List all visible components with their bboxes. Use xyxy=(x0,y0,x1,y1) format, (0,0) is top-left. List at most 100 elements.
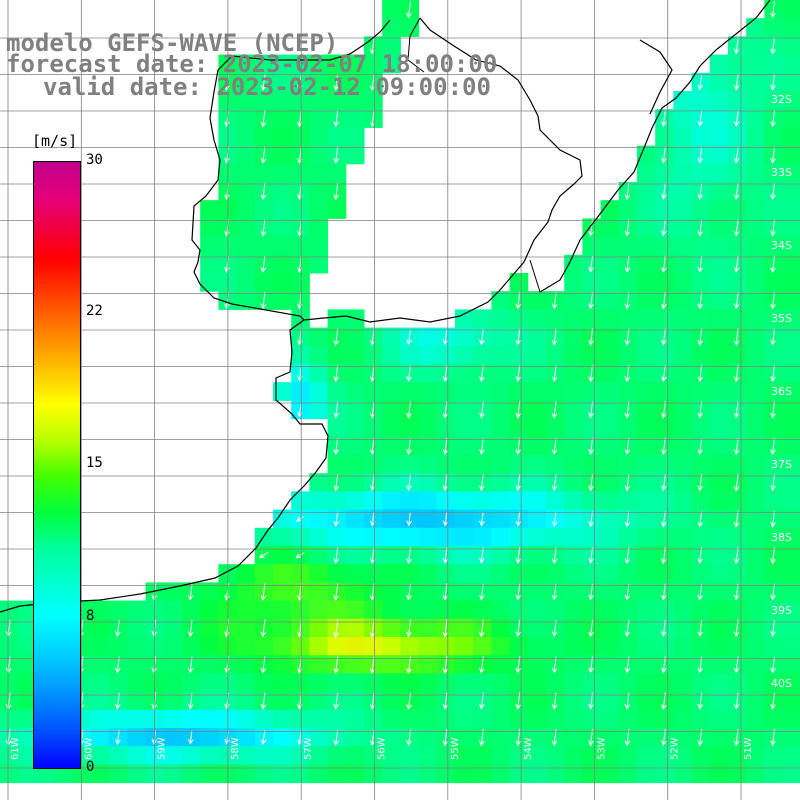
wind-cell xyxy=(582,527,602,547)
wind-arrow xyxy=(333,437,340,455)
wind-cell xyxy=(163,764,183,784)
wind-cell xyxy=(709,564,729,583)
wind-arrow xyxy=(697,437,704,455)
wind-cell xyxy=(564,400,583,420)
wind-cell xyxy=(691,382,711,401)
wind-cell xyxy=(618,418,638,438)
wind-cell xyxy=(764,746,784,765)
wind-cell xyxy=(546,600,565,620)
wind-arrow xyxy=(115,730,121,746)
wind-cell xyxy=(582,673,602,693)
wind-cell xyxy=(364,673,383,693)
wind-cell xyxy=(327,200,347,219)
wind-cell xyxy=(254,600,274,620)
wind-arrow xyxy=(661,619,667,637)
wind-cell xyxy=(782,418,800,438)
wind-cell xyxy=(509,527,529,547)
wind-cell xyxy=(127,673,147,693)
wind-cell xyxy=(764,637,784,656)
wind-cell xyxy=(746,309,765,329)
wind-cell xyxy=(709,145,729,165)
wind-cell xyxy=(728,564,747,583)
wind-cell xyxy=(491,764,511,784)
wind-cell xyxy=(673,400,693,420)
wind-cell xyxy=(418,382,438,401)
wind-cell xyxy=(382,455,401,474)
wind-arrow xyxy=(442,547,449,564)
wind-cell xyxy=(18,655,37,674)
wind-arrow xyxy=(624,365,631,383)
wind-cell xyxy=(382,18,401,37)
wind-cell xyxy=(782,436,800,456)
wind-cell xyxy=(455,673,474,693)
wind-cell xyxy=(364,709,383,729)
wind-cell xyxy=(491,400,511,420)
wind-cell xyxy=(236,764,256,784)
wind-cell xyxy=(0,709,19,729)
wind-cell xyxy=(564,546,583,565)
wind-cell xyxy=(728,200,747,219)
wind-arrow xyxy=(770,365,776,383)
wind-cell xyxy=(728,637,747,656)
wind-cell xyxy=(309,600,329,620)
wind-cell xyxy=(273,273,292,292)
wind-cell xyxy=(254,127,274,147)
wind-cell xyxy=(782,364,800,383)
wind-cell xyxy=(600,436,620,456)
wind-arrow xyxy=(660,401,667,419)
wind-cell xyxy=(418,345,438,365)
wind-cell xyxy=(764,18,784,37)
wind-cell xyxy=(764,54,784,74)
wind-arrow xyxy=(406,401,412,419)
wind-cell xyxy=(382,54,401,74)
wind-arrow xyxy=(588,583,594,601)
wind-cell xyxy=(709,709,729,729)
wind-cell xyxy=(655,764,674,784)
wind-cell xyxy=(327,309,347,329)
wind-cell xyxy=(473,764,492,784)
wind-cell xyxy=(637,618,656,638)
wind-cell xyxy=(600,764,620,784)
wind-arrow xyxy=(733,656,740,674)
wind-cell xyxy=(455,491,474,511)
wind-cell xyxy=(400,764,420,784)
wind-cell xyxy=(309,655,329,674)
wind-cell xyxy=(418,709,438,729)
wind-cell xyxy=(345,582,365,602)
wind-cell xyxy=(291,127,310,147)
wind-arrow xyxy=(588,255,594,273)
wind-cell xyxy=(746,582,765,602)
wind-cell xyxy=(546,491,565,511)
wind-arrow xyxy=(697,110,704,127)
wind-cell xyxy=(746,127,765,147)
longitude-label: 51W xyxy=(743,737,754,760)
wind-arrow xyxy=(260,255,267,274)
wind-cell xyxy=(327,91,347,110)
wind-cell xyxy=(673,637,693,656)
wind-arrow xyxy=(333,73,340,92)
wind-cell xyxy=(491,673,511,693)
wind-cell xyxy=(746,764,765,784)
wind-cell xyxy=(782,291,800,310)
wind-cell xyxy=(18,764,37,784)
wind-cell xyxy=(782,145,800,165)
wind-cell xyxy=(527,418,547,438)
wind-cell xyxy=(746,618,765,638)
wind-cell xyxy=(673,455,693,474)
wind-cell xyxy=(637,746,656,765)
wind-cell xyxy=(291,345,310,365)
wind-cell xyxy=(782,200,800,219)
wind-cell xyxy=(418,509,438,529)
wind-cell xyxy=(455,345,474,365)
wind-cell xyxy=(382,0,401,19)
wind-cell xyxy=(382,764,401,784)
wind-cell xyxy=(746,145,765,165)
wind-arrow xyxy=(624,183,631,201)
wind-cell xyxy=(491,637,511,656)
wind-cell xyxy=(582,236,602,256)
wind-cell xyxy=(655,236,674,256)
wind-arrow xyxy=(479,329,485,346)
wind-arrow xyxy=(260,146,267,164)
wind-arrow xyxy=(660,656,667,674)
wind-arrow xyxy=(660,583,667,601)
